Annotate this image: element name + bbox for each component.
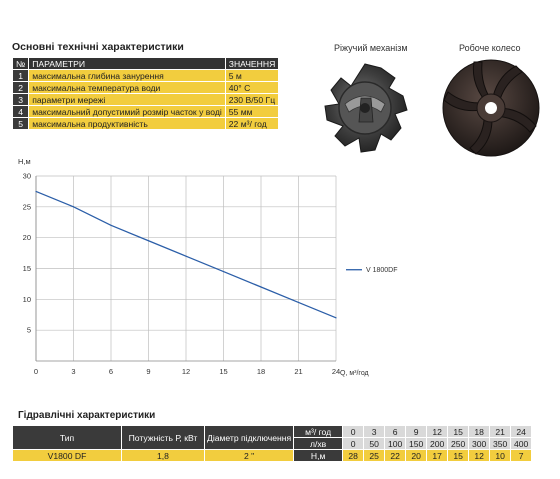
performance-chart: 0 3 6 9 12 15 18 21 24 5 10 15 20 25 30 H,м Q, м³/год V 1… (18, 157, 398, 377)
spec-table: № ПАРАМЕТРИ ЗНАЧЕННЯ 1 максимальна глиби… (11, 57, 280, 130)
x-tick-label: 15 (219, 367, 227, 376)
hyd-q-m3-cell: 12 (426, 425, 449, 438)
spec-row-value: 5 м (224, 69, 280, 82)
hyd-q-m3-cell: 3 (363, 425, 386, 438)
hyd-h-cell: 22 (384, 449, 407, 462)
spec-row-param: максимальна глибина занурення (28, 69, 226, 82)
hyd-q-m3-cell: 24 (510, 425, 533, 438)
series-point (72, 206, 75, 208)
x-tick-label: 3 (71, 367, 75, 376)
hyd-power-label: Потужність Р, кВт (121, 425, 205, 450)
hyd-q-lmin-cell: 50 (363, 437, 386, 450)
x-tick-label: 24 (332, 367, 340, 376)
x-tick-label: 6 (109, 367, 113, 376)
hyd-q-m3-cell: 6 (384, 425, 407, 438)
spec-row-value: 55 мм (224, 105, 280, 118)
spec-row-value: 230 В/50 Гц (224, 93, 280, 106)
series-point (35, 190, 37, 193)
impeller-photo (442, 59, 540, 157)
x-tick-label: 12 (182, 367, 190, 376)
hyd-diameter: 2 " (203, 449, 295, 462)
spec-row-num: 1 (11, 69, 30, 82)
spec-row-num: 4 (11, 105, 30, 118)
y-tick-label: 30 (23, 172, 31, 181)
series-point (297, 301, 300, 304)
hyd-q-lmin-cell: 100 (384, 437, 407, 450)
spec-row-param: максимальна температура води (28, 81, 226, 94)
series-point (185, 255, 187, 257)
cutting-mechanism-photo (324, 63, 408, 153)
impeller-caption: Робоче колесо (459, 43, 521, 53)
x-tick-label: 18 (257, 367, 265, 376)
hyd-type-label: Тип (12, 425, 122, 450)
spec-row-param: параметри мережі (28, 93, 226, 106)
spec-row-num: 5 (11, 117, 30, 130)
series-point (110, 224, 112, 226)
hyd-q-lmin-cell: 400 (510, 437, 533, 450)
spec-header-num: № (11, 57, 30, 70)
spec-title: Основні технічні характеристики (12, 41, 184, 53)
hyd-q-lmin-cell: 300 (468, 437, 491, 450)
y-tick-label: 15 (23, 264, 31, 273)
hyd-power: 1,8 (121, 449, 205, 462)
spec-row: 4 максимальний допустимий розмір часток … (11, 105, 280, 118)
x-tick-label: 21 (294, 367, 302, 376)
hyd-q-m3-label: м³/ год (293, 425, 344, 438)
x-tick-label: 9 (146, 367, 150, 376)
spec-header-param: ПАРАМЕТРИ (28, 57, 226, 70)
y-tick-label: 10 (23, 295, 31, 304)
series-point (260, 286, 262, 288)
hyd-h-cell: 25 (363, 449, 386, 462)
hyd-model: V1800 DF (12, 449, 122, 462)
spec-table-header: № ПАРАМЕТРИ ЗНАЧЕННЯ (11, 57, 280, 70)
spec-row-num: 2 (11, 81, 30, 94)
hyd-title: Гідравлічні характеристики (18, 410, 156, 421)
spec-header-value: ЗНАЧЕННЯ (224, 57, 280, 70)
y-axis-label: H,м (18, 157, 31, 166)
y-tick-label: 5 (27, 326, 31, 335)
hyd-q-m3-cell: 18 (468, 425, 491, 438)
series-point (147, 240, 150, 242)
hyd-q-lmin-label: л/хв (293, 437, 344, 450)
y-tick-label: 25 (23, 202, 31, 211)
hyd-h-cell: 28 (342, 449, 365, 462)
legend-label: V 1800DF (366, 267, 398, 274)
cutting-mechanism-caption: Ріжучий механізм (334, 43, 408, 53)
spec-row: 2 максимальна температура води 40° С (11, 81, 280, 94)
spec-row-num: 3 (11, 93, 30, 106)
spec-row: 1 максимальна глибина занурення 5 м (11, 69, 280, 82)
hyd-q-m3-cell: 15 (447, 425, 470, 438)
x-axis-label: Q, м³/год (340, 370, 369, 377)
spec-row: 5 максимальна продуктивність 22 м³/ год (11, 117, 280, 130)
hyd-q-m3-cell: 21 (489, 425, 512, 438)
x-tick-label: 0 (34, 367, 38, 376)
hyd-q-lmin-cell: 200 (426, 437, 449, 450)
hyd-h-cell: 10 (489, 449, 512, 462)
spec-row-param: максимальна продуктивність (28, 117, 226, 130)
hyd-row-model: V1800 DF 1,8 2 " Н,м 28 25 22 20 17 15 1… (12, 449, 533, 462)
y-tick-label: 20 (23, 233, 31, 242)
hyd-q-lmin-cell: 150 (405, 437, 428, 450)
hyd-q-m3-cell: 0 (342, 425, 365, 438)
spec-row-value: 22 м³/ год (224, 117, 280, 130)
series-point (222, 270, 225, 273)
hyd-h-cell: 20 (405, 449, 428, 462)
hyd-q-lmin-cell: 250 (447, 437, 470, 450)
hyd-h-label: Н,м (293, 449, 344, 462)
hyd-h-cell: 7 (510, 449, 533, 462)
hyd-diameter-label: Діаметр підключення (203, 425, 295, 450)
spec-row: 3 параметри мережі 230 В/50 Гц (11, 93, 280, 106)
spec-row-value: 40° С (224, 81, 280, 94)
hyd-h-cell: 12 (468, 449, 491, 462)
hyd-q-lmin-cell: 350 (489, 437, 512, 450)
series-point (335, 317, 337, 319)
hyd-q-m3-cell: 9 (405, 425, 428, 438)
spec-row-param: максимальний допустимий розмір часток у … (28, 105, 226, 118)
hyd-h-cell: 15 (447, 449, 470, 462)
hyd-q-lmin-cell: 0 (342, 437, 365, 450)
hydraulic-table: Тип Потужність Р, кВт Діаметр підключенн… (12, 425, 533, 462)
hyd-h-cell: 17 (426, 449, 449, 462)
hyd-row-q-m3: Тип Потужність Р, кВт Діаметр підключенн… (12, 425, 533, 450)
